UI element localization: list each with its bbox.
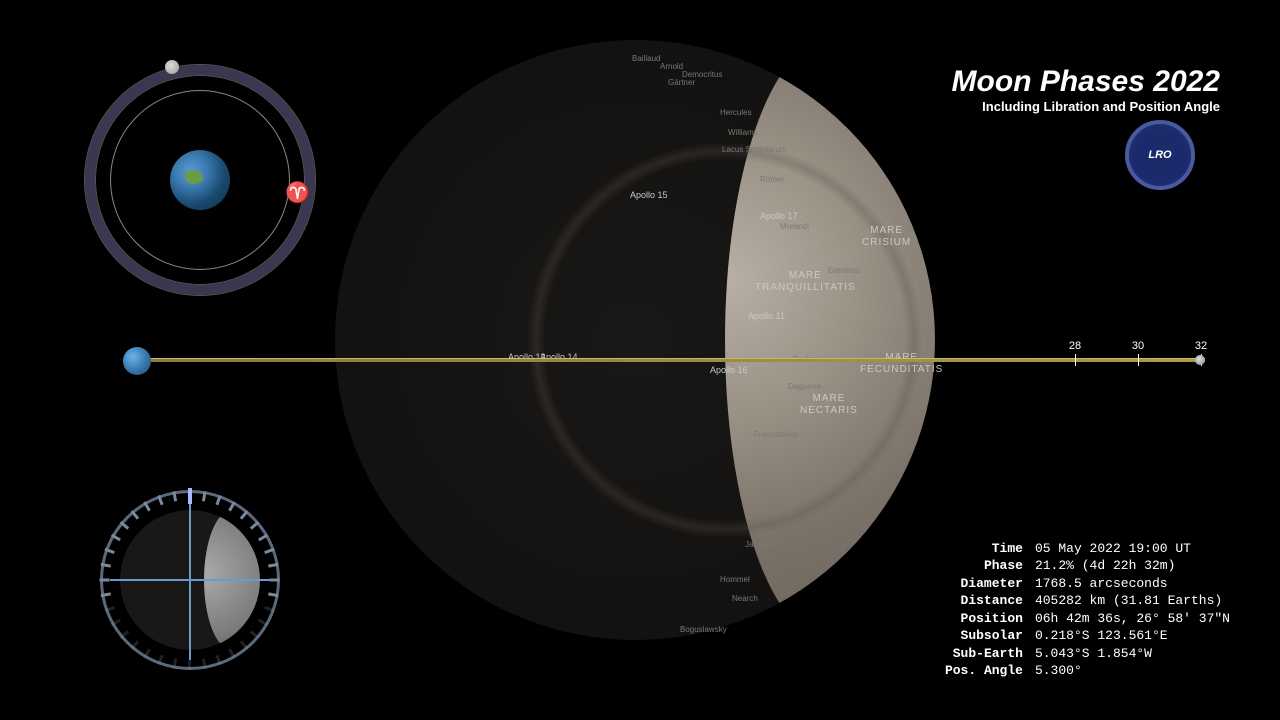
distance-tick	[1138, 354, 1139, 366]
data-row: Sub-Earth5.043°S 1.854°W	[945, 645, 1230, 663]
data-value: 06h 42m 36s, 26° 58' 37"N	[1035, 610, 1230, 628]
data-label: Pos. Angle	[945, 662, 1035, 680]
data-row: Position06h 42m 36s, 26° 58' 37"N	[945, 610, 1230, 628]
data-row: Pos. Angle5.300°	[945, 662, 1230, 680]
data-value: 0.218°S 123.561°E	[1035, 627, 1168, 645]
data-value: 5.300°	[1035, 662, 1082, 680]
title-block: Moon Phases 2022 Including Libration and…	[952, 65, 1220, 114]
data-value: 05 May 2022 19:00 UT	[1035, 540, 1191, 558]
aries-symbol: ♈	[285, 180, 310, 205]
crater-label: Boguslawsky	[680, 625, 727, 634]
lro-ring-icon: LRO	[1125, 120, 1195, 190]
data-row: Diameter1768.5 arcseconds	[945, 575, 1230, 593]
libration-diagram	[100, 490, 280, 670]
lro-label: LRO	[1148, 149, 1171, 161]
data-value: 1768.5 arcseconds	[1035, 575, 1168, 593]
crater-label: Janssen	[745, 540, 775, 549]
libration-tick	[188, 660, 191, 670]
data-label: Phase	[945, 557, 1035, 575]
moon-main-view	[335, 40, 935, 640]
apollo-site-label: Apollo 11	[748, 311, 785, 321]
crater-label: Fabry	[758, 528, 778, 537]
data-row: Distance405282 km (31.81 Earths)	[945, 592, 1230, 610]
crater-label: Morandi	[780, 222, 809, 231]
libration-axis-h	[110, 579, 270, 581]
data-row: Subsolar0.218°S 123.561°E	[945, 627, 1230, 645]
crater-label: Hercules	[720, 108, 752, 117]
distance-earth-icon	[123, 347, 151, 375]
data-label: Position	[945, 610, 1035, 628]
data-label: Subsolar	[945, 627, 1035, 645]
libration-tick	[270, 579, 280, 582]
data-label: Distance	[945, 592, 1035, 610]
orbit-diagram: ♈	[85, 65, 315, 295]
apollo-site-label: Apollo 17	[760, 211, 798, 221]
mare-label: MARECRISIUM	[862, 225, 911, 249]
crater-label: Daguerre	[788, 382, 821, 391]
orbit-earth-icon	[170, 150, 230, 210]
lro-badge: LRO	[1125, 120, 1195, 190]
crater-label: Hommel	[720, 575, 750, 584]
crater-label: Arnold	[660, 62, 683, 71]
data-label: Time	[945, 540, 1035, 558]
crater-label: Gärtner	[668, 78, 695, 87]
crater-label: Lacus Somniorum	[722, 145, 786, 154]
apollo-site-label: Apollo 16	[710, 365, 748, 375]
mare-label: MARENECTARIS	[800, 393, 858, 417]
data-label: Diameter	[945, 575, 1035, 593]
data-value: 21.2% (4d 22h 32m)	[1035, 557, 1175, 575]
crater-label: Fracastorius	[754, 430, 798, 439]
title-subtitle: Including Libration and Position Angle	[952, 99, 1220, 114]
crater-label: Williams	[728, 128, 758, 137]
distance-tick-label: 32	[1195, 340, 1207, 352]
distance-moon-marker	[1195, 355, 1205, 365]
crater-label: Baillaud	[632, 54, 660, 63]
orbit-moon-marker	[165, 60, 179, 74]
title-main: Moon Phases 2022	[952, 65, 1220, 99]
crater-label: Geminus	[828, 266, 860, 275]
data-row: Time05 May 2022 19:00 UT	[945, 540, 1230, 558]
data-label: Sub-Earth	[945, 645, 1035, 663]
libration-tick	[100, 579, 110, 582]
crater-label: Brenner	[764, 510, 792, 519]
libration-north-marker	[188, 488, 192, 504]
data-row: Phase21.2% (4d 22h 32m)	[945, 557, 1230, 575]
apollo-site-label: Apollo 15	[630, 190, 668, 200]
data-value: 405282 km (31.81 Earths)	[1035, 592, 1222, 610]
distance-scale-bar	[135, 358, 1205, 362]
crater-label: Römer	[760, 175, 784, 184]
distance-tick-label: 30	[1132, 340, 1144, 352]
data-value: 5.043°S 1.854°W	[1035, 645, 1152, 663]
crater-label: Nearch	[732, 594, 758, 603]
data-panel: Time05 May 2022 19:00 UTPhase21.2% (4d 2…	[945, 540, 1230, 680]
distance-tick	[1075, 354, 1076, 366]
mare-label: MAREFECUNDITATIS	[860, 352, 943, 376]
distance-tick-label: 28	[1069, 340, 1081, 352]
moon-terminator-glow	[335, 40, 935, 640]
